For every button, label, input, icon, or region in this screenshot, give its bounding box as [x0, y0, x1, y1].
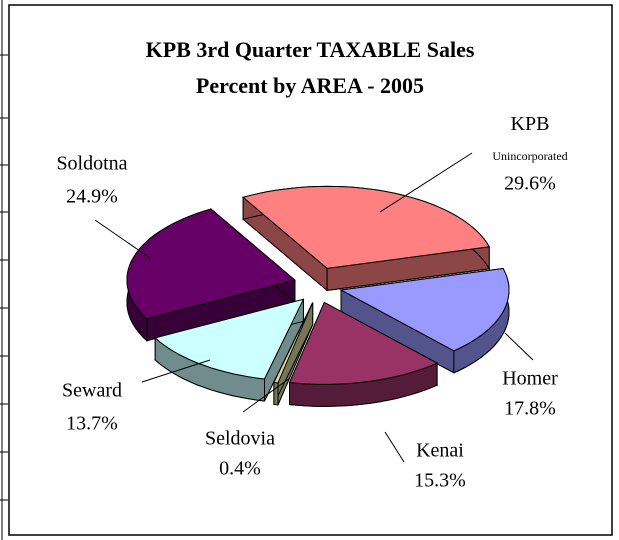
chart-subtitle: Percent by AREA - 2005	[196, 73, 424, 98]
leader-line	[94, 219, 151, 259]
slice-top	[339, 267, 510, 352]
category-label: Kenai	[416, 440, 464, 462]
slice-side	[273, 381, 279, 406]
category-label: KPB Unincorporated	[492, 113, 567, 163]
category-label: Soldotna	[56, 153, 127, 175]
leader-line	[141, 359, 211, 383]
slice-top	[242, 185, 491, 269]
value-label: 15.3%	[414, 470, 466, 492]
pie-slice	[339, 267, 510, 374]
leader-line	[504, 332, 534, 361]
category-label: Homer	[502, 368, 558, 390]
pie-slice	[288, 301, 439, 407]
slice-top	[126, 208, 296, 320]
side-table-edge	[0, 0, 8, 540]
leader-line	[384, 431, 405, 463]
leader-line	[242, 377, 291, 413]
value-label: 24.9%	[66, 186, 118, 208]
slice-top	[154, 298, 305, 380]
value-label: 13.7%	[66, 413, 118, 435]
category-label: Seward	[62, 380, 122, 402]
value-label: 29.6%	[504, 173, 556, 195]
slice-top	[288, 301, 439, 385]
pie-slice	[273, 302, 314, 406]
pie-slice	[126, 207, 296, 342]
category-label: Seldovia	[205, 428, 275, 450]
value-label: 0.4%	[219, 458, 261, 480]
value-label: 17.8%	[504, 398, 556, 420]
pie-slice	[154, 298, 305, 402]
slice-top	[273, 302, 314, 384]
leader-line	[379, 152, 473, 213]
chart-title: KPB 3rd Quarter TAXABLE Sales	[146, 37, 475, 62]
pie-slice	[242, 185, 491, 292]
